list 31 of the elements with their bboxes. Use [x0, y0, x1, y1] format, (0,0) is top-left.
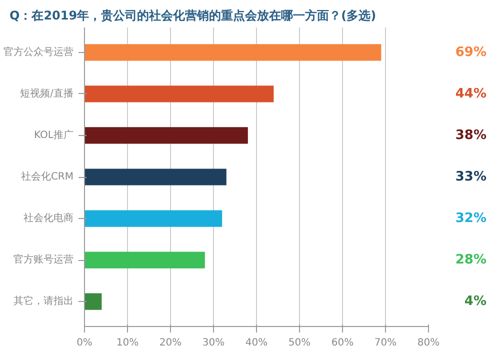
- bar: [84, 168, 226, 186]
- bar: [84, 44, 382, 61]
- bar: [84, 210, 222, 227]
- y-tick-label: KOL推广: [34, 128, 74, 141]
- data-label: 44%: [455, 86, 487, 102]
- x-tick-label: 0%: [76, 338, 92, 348]
- x-tick-label: 80%: [417, 338, 440, 348]
- x-tick-label: 60%: [331, 338, 354, 348]
- x-tick-label: 50%: [288, 338, 311, 348]
- x-tick-label: 20%: [159, 338, 182, 348]
- data-label: 69%: [455, 44, 487, 60]
- data-label: 4%: [464, 294, 487, 310]
- data-label: 38%: [455, 128, 487, 143]
- bar: [84, 252, 205, 268]
- y-tick-label: 社会化CRM: [20, 170, 74, 182]
- bar: [84, 86, 274, 102]
- x-tick-label: 30%: [202, 338, 225, 348]
- y-tick-label: 社会化电商: [24, 212, 74, 224]
- y-tick-label: 官方公众号运营: [4, 46, 74, 58]
- bar: [84, 293, 102, 310]
- x-tick-label: 40%: [245, 338, 268, 348]
- data-label: 33%: [455, 170, 487, 184]
- chart-title: Q：在2019年，贵公司的社会化营销的重点会放在哪一方面？(多选): [10, 8, 376, 22]
- bar: [84, 127, 248, 144]
- x-tick-label: 10%: [116, 338, 139, 348]
- x-tick-label: 70%: [374, 338, 397, 348]
- y-tick-label: 短视频/直播: [20, 87, 74, 100]
- y-tick-label: 官方账号运营: [14, 254, 74, 266]
- data-label: 32%: [455, 211, 487, 226]
- data-label: 28%: [455, 252, 487, 268]
- y-tick-label: 其它，请指出: [14, 295, 74, 308]
